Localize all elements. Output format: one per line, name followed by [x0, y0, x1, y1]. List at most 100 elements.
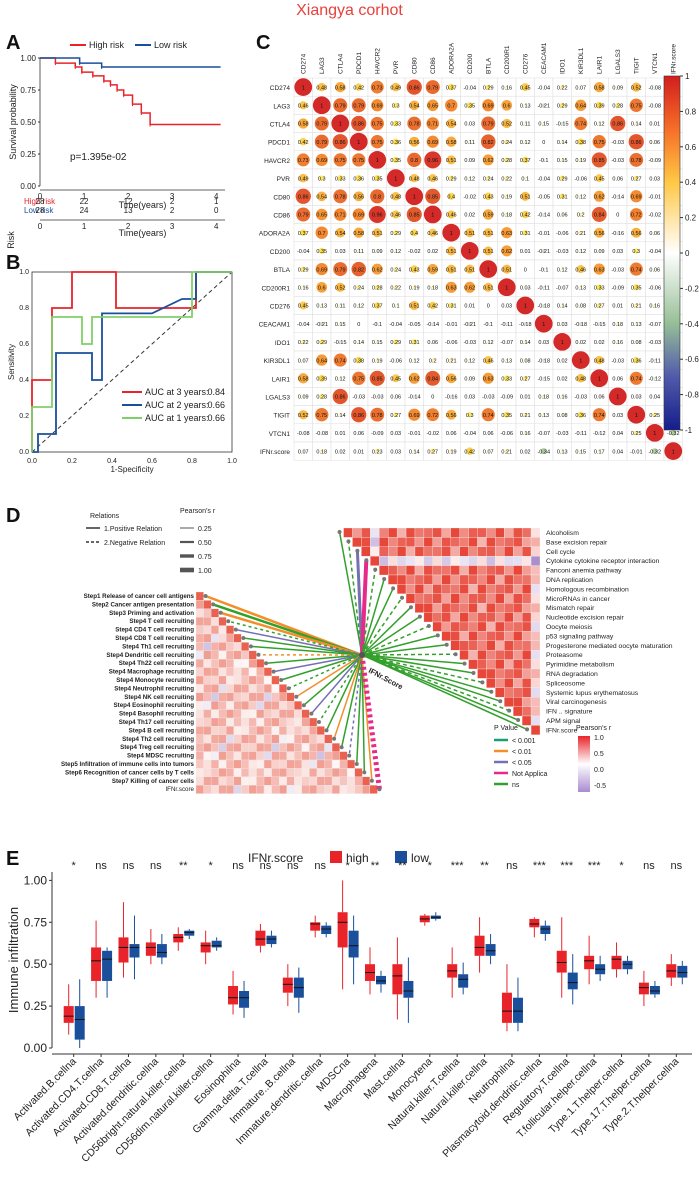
corr-circle	[523, 267, 527, 271]
step-heat-cell	[203, 709, 212, 719]
step-heat-cell	[248, 751, 257, 761]
corr-value: -0.34	[537, 449, 550, 455]
corr-circle	[301, 339, 306, 344]
step-heat-cell	[271, 675, 280, 685]
corr-value: 0.02	[427, 249, 438, 255]
corr-value: 0.74	[594, 413, 605, 419]
step-heat-cell	[203, 701, 212, 710]
corr-circle	[523, 358, 527, 362]
corr-value: 0.11	[520, 122, 530, 128]
step-heat-cell	[309, 759, 318, 769]
corr-value: -0.14	[426, 322, 439, 328]
step-heat-cell	[263, 759, 272, 769]
corr-circle	[522, 229, 529, 236]
km-curve-high	[40, 57, 221, 126]
pathway-heat-cell	[441, 584, 451, 594]
pathway-heat-cell	[441, 603, 451, 613]
pathway-heat-cell	[495, 678, 505, 688]
corr-value: 0.08	[557, 413, 568, 419]
corr-circle	[596, 303, 602, 308]
corr-value: -0.11	[575, 431, 587, 437]
corr-value: 0.2	[577, 213, 585, 219]
pathway-heat-cell	[530, 640, 541, 651]
corr-value: -0.04	[537, 85, 550, 91]
step-heat-cell	[263, 726, 272, 735]
corr-circle	[315, 153, 328, 167]
step-heat-cell	[286, 768, 295, 777]
corr-value: 0.13	[520, 104, 531, 110]
step-heat-cell	[294, 776, 302, 786]
corr-circle	[295, 188, 311, 204]
pathway-label: Spliceosome	[546, 680, 585, 687]
corr-circle	[447, 83, 455, 91]
pathway-heat-cell	[495, 574, 505, 585]
corr-circle	[516, 296, 535, 315]
corr-circle	[371, 263, 383, 275]
corr-circle	[579, 194, 583, 198]
step-heat-cell	[210, 768, 219, 777]
pathway-heat-cell	[477, 640, 487, 651]
corr-value: 0.13	[575, 286, 586, 292]
corr-value: 0.8	[410, 158, 418, 164]
pathway-heat-cell	[486, 640, 496, 651]
pathway-heat-cell	[423, 612, 433, 623]
corr-circle	[505, 212, 509, 217]
network-node	[226, 619, 231, 624]
pathway-heat-cell	[513, 565, 523, 576]
corr-col-label: TIGIT	[633, 57, 640, 74]
pathway-heat-cell	[432, 593, 442, 604]
box-significance: ***	[560, 860, 574, 872]
corr-colorbar	[663, 75, 681, 431]
corr-value: 0.84	[427, 377, 438, 383]
corr-value: 0.69	[409, 413, 420, 419]
corr-circle	[523, 122, 527, 125]
corr-circle	[503, 411, 510, 418]
corr-value: 0.42	[298, 140, 309, 146]
corr-circle	[392, 120, 399, 127]
box-significance: ns	[670, 860, 682, 872]
box-ytick-label: 0.00	[24, 1041, 48, 1055]
corr-value: 0.79	[335, 267, 346, 273]
corr-value: 0.17	[594, 449, 605, 455]
pathway-heat-cell	[521, 527, 532, 538]
step-heat-cell	[210, 709, 219, 719]
box-ytick-label: 1.00	[24, 873, 48, 887]
step-heat-cell	[210, 692, 219, 702]
step-heat-cell	[195, 642, 204, 651]
corr-circle	[353, 191, 364, 202]
km-xtick-label: 3	[170, 192, 175, 201]
corr-value: 0.27	[631, 176, 642, 182]
step-heat-cell	[226, 726, 234, 735]
pathway-heat-cell	[495, 603, 505, 613]
corr-value: -0.03	[611, 140, 624, 146]
corr-circle	[616, 358, 620, 362]
network-node	[471, 671, 476, 675]
corr-circle	[465, 228, 475, 238]
corr-value: 0.74	[483, 413, 494, 419]
corr-circle	[616, 213, 620, 216]
step-heat-cell	[195, 684, 204, 693]
pathway-heat-cell	[513, 621, 523, 632]
corr-circle	[560, 376, 564, 380]
corr-circle	[534, 314, 553, 333]
corr-circle	[357, 431, 361, 435]
corr-circle	[338, 413, 342, 417]
step-heat-cell	[316, 726, 325, 735]
corr-value: 0.14	[335, 413, 346, 419]
network-node	[309, 711, 314, 716]
step-heat-cell	[248, 692, 257, 702]
corr-value: 0.8	[373, 195, 381, 201]
corr-circle	[431, 249, 435, 253]
corr-circle	[426, 99, 439, 112]
box-low-box	[211, 940, 222, 948]
corr-col-label: CEACAM1	[541, 42, 548, 74]
step-heat-cell	[241, 785, 250, 794]
risk-table-title: Risk	[6, 231, 16, 249]
pearson-colorbar-label: 1.0	[594, 735, 604, 742]
corr-circle	[504, 157, 510, 163]
pathway-heat-cell	[504, 537, 514, 547]
pathway-heat-cell	[450, 584, 460, 594]
step-heat-cell	[233, 659, 242, 668]
box-significance: ***	[588, 860, 602, 872]
network-node	[462, 661, 467, 666]
